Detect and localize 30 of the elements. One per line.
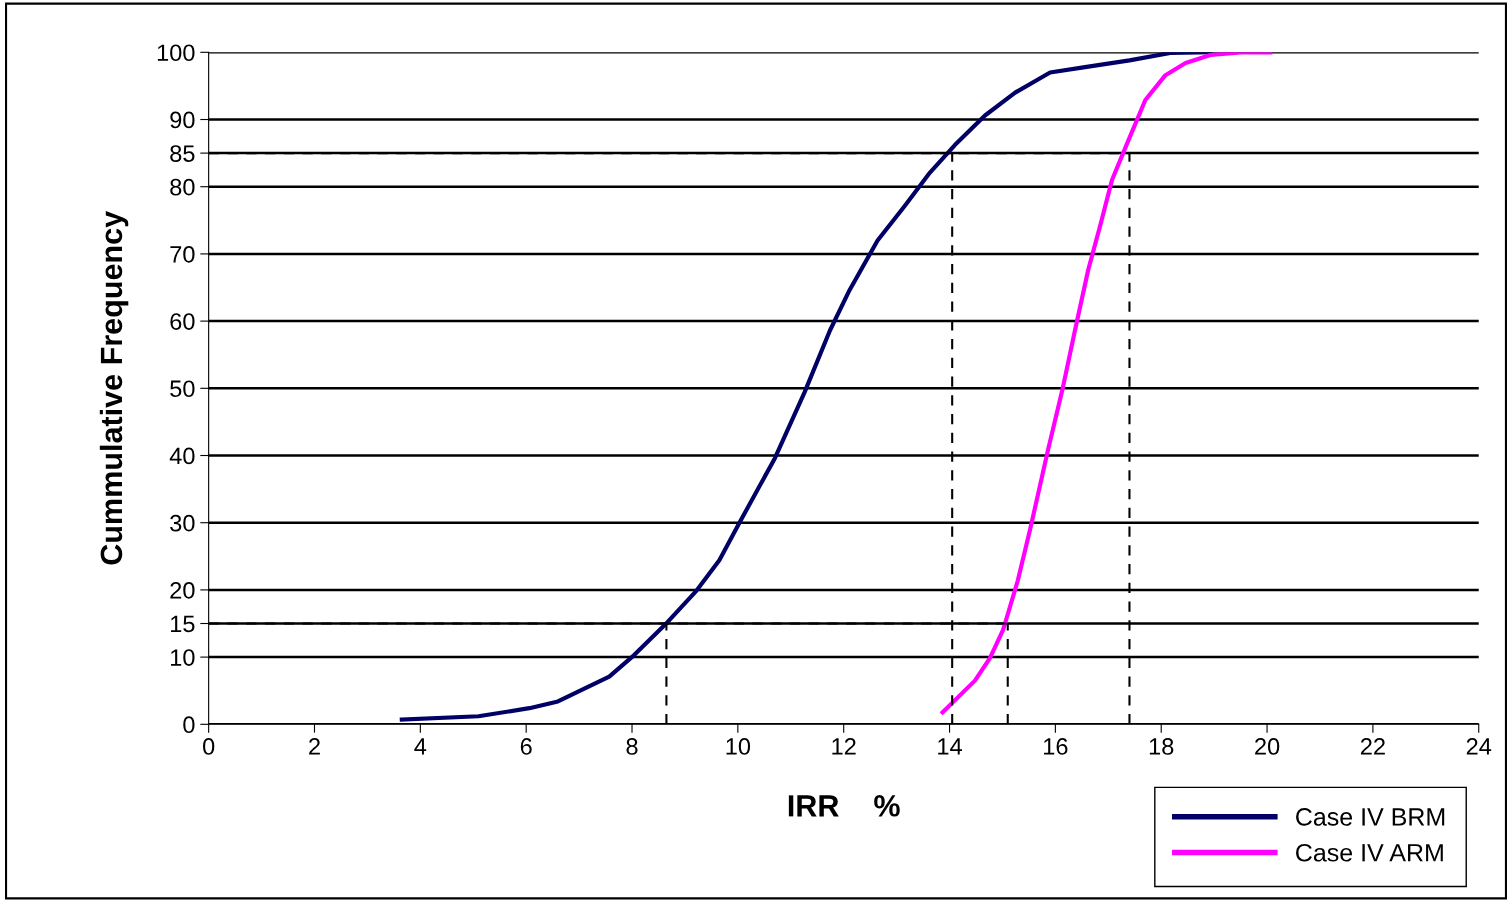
y-tick-label: 0 bbox=[183, 716, 195, 734]
x-tick-label: 10 bbox=[726, 738, 751, 755]
y-tick-label: 70 bbox=[170, 245, 195, 263]
y-tick-label: 40 bbox=[169, 447, 195, 465]
x-tick-label: 12 bbox=[832, 738, 856, 755]
y-tick-label: 80 bbox=[170, 178, 195, 196]
y-tick-label: 85 bbox=[170, 145, 195, 162]
x-tick-label: 20 bbox=[1255, 738, 1280, 755]
legend-label: Case IV BRM bbox=[1296, 808, 1445, 826]
x-tick-label: 22 bbox=[1360, 738, 1385, 755]
legend-label: Case IV ARM bbox=[1296, 843, 1443, 862]
x-tick-label: 18 bbox=[1149, 738, 1174, 755]
x-tick-label: 14 bbox=[938, 738, 962, 755]
y-tick-label: 20 bbox=[170, 581, 195, 599]
y-tick-label: 30 bbox=[170, 514, 195, 532]
y-tick-label: 100 bbox=[157, 44, 195, 62]
y-tick-label: 15 bbox=[171, 615, 195, 633]
y-tick-label: 60 bbox=[170, 313, 195, 330]
y-axis-title: Cummulative Frequency bbox=[99, 211, 129, 565]
x-axis-title: IRR % bbox=[788, 795, 900, 817]
y-tick-label: 90 bbox=[170, 111, 195, 129]
y-tick-label: 10 bbox=[171, 649, 195, 666]
x-tick-label: 16 bbox=[1044, 738, 1068, 755]
x-tick-label: 8 bbox=[626, 738, 638, 755]
y-tick-label: 50 bbox=[170, 380, 195, 398]
x-tick-label: 2 bbox=[309, 738, 320, 755]
x-tick-label: 6 bbox=[520, 738, 532, 755]
x-tick-label: 4 bbox=[414, 738, 427, 755]
x-tick-label: 0 bbox=[203, 738, 215, 755]
x-tick-label: 24 bbox=[1466, 738, 1492, 755]
